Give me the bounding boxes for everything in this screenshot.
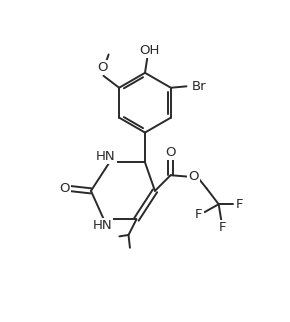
Text: F: F bbox=[235, 198, 243, 211]
Text: F: F bbox=[218, 221, 226, 234]
Text: F: F bbox=[195, 208, 202, 221]
Text: O: O bbox=[165, 146, 176, 159]
Text: Br: Br bbox=[192, 80, 206, 93]
Text: HN: HN bbox=[96, 150, 116, 163]
Text: O: O bbox=[188, 170, 199, 183]
Text: O: O bbox=[59, 182, 70, 195]
Text: O: O bbox=[97, 62, 108, 74]
Text: HN: HN bbox=[93, 219, 112, 232]
Text: OH: OH bbox=[139, 44, 160, 57]
